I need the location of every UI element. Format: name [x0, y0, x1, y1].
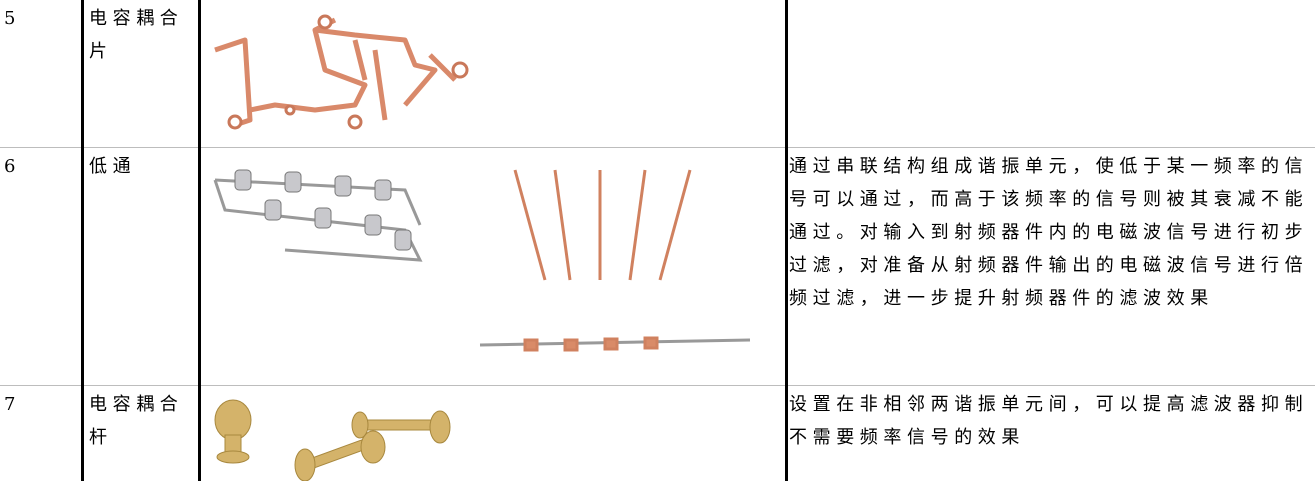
low-pass-image [213, 169, 751, 352]
item-name: 电容耦合片 [89, 8, 184, 62]
coupling-rod-image [214, 399, 451, 481]
item-description: 通过串联结构组成谐振单元，使低于某一频率的信号可以通过，而高于该频率的信号则被其… [789, 156, 1309, 309]
coupling-plate-image [214, 14, 469, 130]
row-number: 7 [4, 394, 22, 415]
column-border [81, 0, 84, 481]
row-number: 5 [4, 8, 22, 29]
column-border [785, 0, 788, 481]
item-description: 设置在非相邻两谐振单元间，可以提高滤波器抑制不需要频率信号的效果 [789, 394, 1309, 448]
row-border [0, 385, 1315, 386]
column-border [198, 0, 201, 481]
row-number: 6 [4, 156, 22, 177]
row-border [0, 147, 1315, 148]
item-name: 低通 [89, 156, 137, 177]
item-name: 电容耦合杆 [89, 394, 184, 448]
